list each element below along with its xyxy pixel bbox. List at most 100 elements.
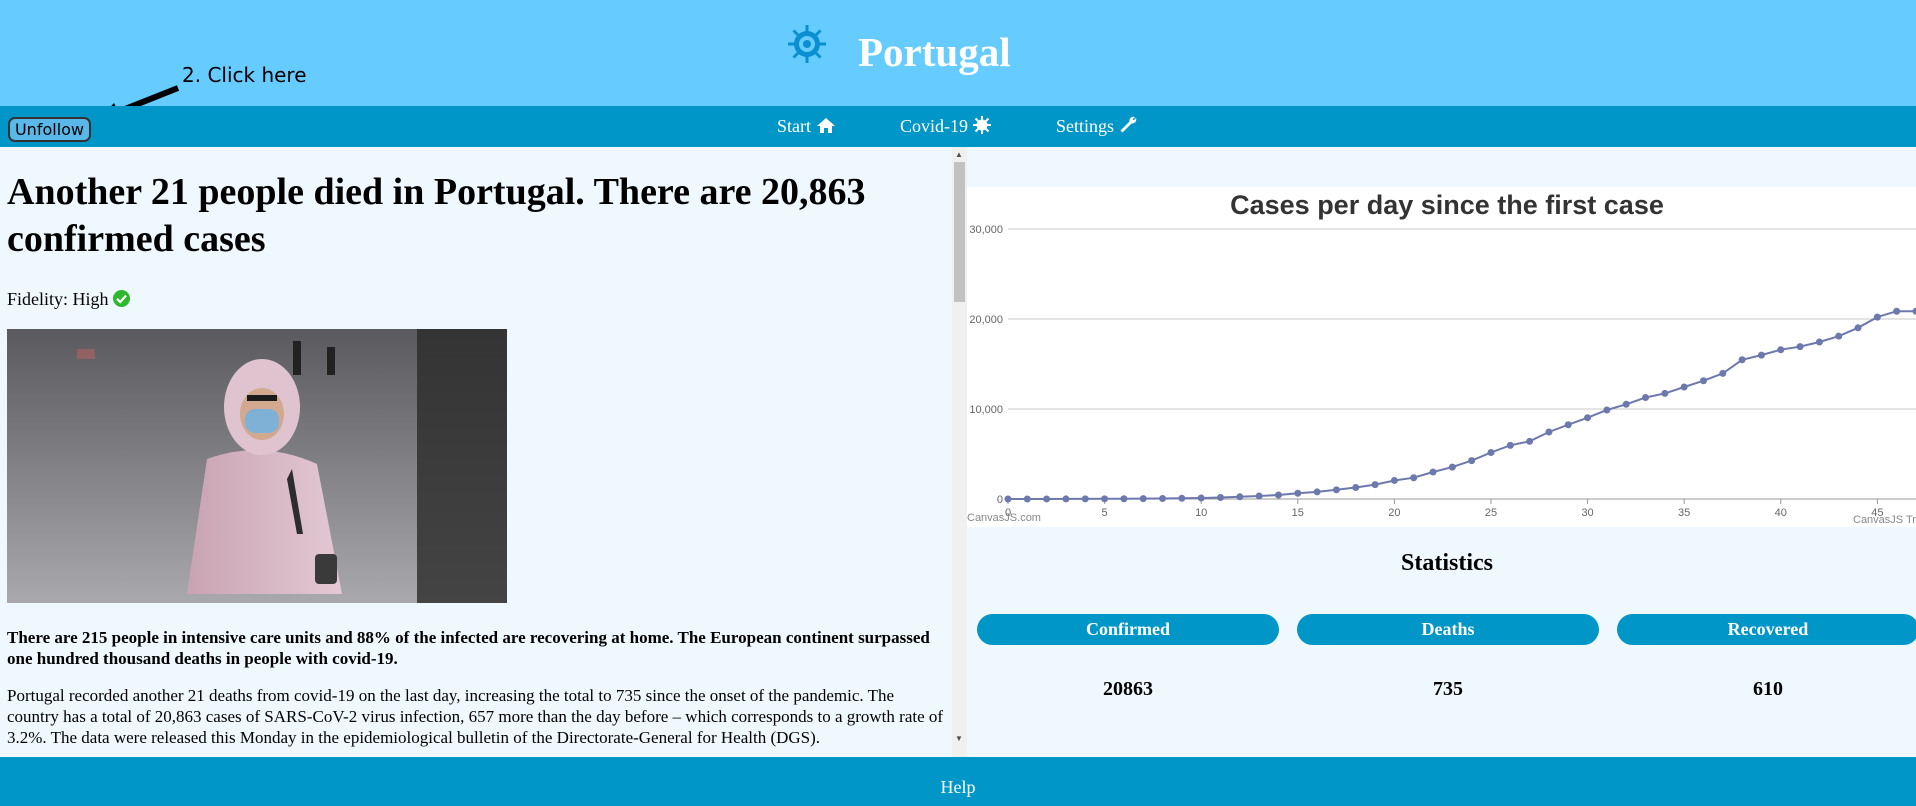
chart-point <box>1854 324 1862 332</box>
deaths-button[interactable]: Deaths <box>1297 614 1599 645</box>
chart-point <box>1448 463 1456 471</box>
article-body: Portugal recorded another 21 deaths from… <box>7 686 944 747</box>
nav-settings-label: Settings <box>1056 116 1115 136</box>
chart-point <box>1506 441 1514 449</box>
chart-point <box>1352 483 1360 491</box>
scroll-down-arrow-icon[interactable]: ▼ <box>955 734 963 743</box>
cases-chart: Cases per day since the first case 0 10,0… <box>967 187 1916 527</box>
confirmed-button[interactable]: Confirmed <box>977 614 1279 645</box>
chart-x-tick-label: 20 <box>1388 507 1400 519</box>
scroll-up-arrow-icon[interactable]: ▲ <box>955 150 963 159</box>
chart-x-tick-label: 15 <box>1292 507 1304 519</box>
chart-point <box>1545 428 1553 436</box>
chart-x-tick-label: 30 <box>1581 507 1593 519</box>
chart-point <box>1699 377 1707 385</box>
chart-point <box>1777 346 1785 354</box>
chart-x-tick-label: 25 <box>1485 507 1497 519</box>
chart-point <box>1893 307 1901 315</box>
virus-icon <box>973 116 992 134</box>
chart-point <box>1468 457 1476 465</box>
chart-point <box>1274 491 1282 499</box>
chart-y-tick-label: 20,000 <box>969 314 1003 326</box>
chart-point <box>1390 476 1398 484</box>
chart-y-tick-label: 0 <box>997 494 1003 506</box>
unfollow-button[interactable]: Unfollow <box>8 117 91 142</box>
chart-point <box>1159 494 1167 502</box>
home-icon <box>817 118 835 133</box>
chart-point <box>1062 495 1070 503</box>
nav-bar <box>0 106 1916 147</box>
help-link[interactable]: Help <box>940 777 976 797</box>
chart-point <box>1873 313 1881 321</box>
chart-point <box>1081 495 1089 503</box>
chart-trial-credit: CanvasJS Tr <box>1853 514 1916 526</box>
chart-x-tick-label: 5 <box>1102 507 1108 519</box>
check-circle-icon <box>112 290 130 307</box>
nav-settings[interactable]: Settings <box>1056 116 1137 137</box>
chart-point <box>1236 493 1244 501</box>
nav-start-label: Start <box>777 116 811 136</box>
chart-point <box>1757 351 1765 359</box>
chart-x-tick-label: 45 <box>1871 507 1883 519</box>
fidelity-indicator: Fidelity: High <box>7 289 130 310</box>
instruction-annotation: 2. Click here <box>182 63 307 87</box>
chart-point <box>1564 421 1572 429</box>
chart-point <box>1023 495 1031 503</box>
fidelity-label: Fidelity: High <box>7 289 109 309</box>
chart-point <box>1680 383 1688 391</box>
chart-point <box>1294 489 1302 497</box>
chart-point <box>1835 332 1843 340</box>
chart-point <box>1603 406 1611 414</box>
article-scrollbar[interactable]: ▲ ▼ <box>952 147 967 757</box>
chart-y-tick-label: 10,000 <box>969 404 1003 416</box>
chart-point <box>1120 495 1128 503</box>
chart-point <box>1197 494 1205 502</box>
chart-point <box>1410 474 1418 482</box>
chart-point <box>1139 495 1147 503</box>
chart-point <box>1815 338 1823 346</box>
nav-start[interactable]: Start <box>777 116 836 137</box>
chart-point <box>1255 492 1263 500</box>
chart-point <box>1622 400 1630 408</box>
chart-x-tick-label: 0 <box>1005 507 1011 519</box>
chart-point <box>1661 389 1669 397</box>
nav-covid-19[interactable]: Covid-19 <box>900 116 992 137</box>
article-headline: Another 21 people died in Portugal. Ther… <box>7 171 866 260</box>
chart-series-line <box>1008 310 1916 500</box>
article-panel[interactable]: Another 21 people died in Portugal. Ther… <box>0 147 952 757</box>
header <box>0 0 1916 106</box>
chart-point <box>1738 356 1746 364</box>
chart-credit: CanvasJS.com <box>967 512 1041 524</box>
chart-point <box>1371 481 1379 489</box>
chart-point <box>1332 486 1340 494</box>
wrench-icon <box>1120 116 1137 133</box>
recovered-button[interactable]: Recovered <box>1617 614 1916 645</box>
footer <box>0 757 1916 806</box>
chart-y-tick-label: 30,000 <box>969 224 1003 236</box>
chart-point <box>1487 448 1495 456</box>
chart-point <box>1912 307 1916 315</box>
scroll-thumb[interactable] <box>954 162 965 302</box>
chart-point <box>1043 495 1051 503</box>
chart-point <box>1526 437 1534 445</box>
nav-covid-label: Covid-19 <box>900 116 969 136</box>
deaths-value: 735 <box>1433 678 1463 700</box>
chart-point <box>1101 495 1109 503</box>
article-photo <box>7 329 507 603</box>
chart-point <box>1004 495 1012 503</box>
chart-point <box>1584 414 1592 422</box>
article-summary: There are 215 people in intensive care u… <box>7 628 930 668</box>
chart-x-tick-label: 40 <box>1775 507 1787 519</box>
chart-x-tick-label: 10 <box>1195 507 1207 519</box>
chart-point <box>1642 393 1650 401</box>
statistics-heading: Statistics <box>1401 550 1493 576</box>
chart-point <box>1796 343 1804 351</box>
recovered-value: 610 <box>1753 678 1783 700</box>
chart-title: Cases per day since the first case <box>1230 190 1664 220</box>
chart-point <box>1429 468 1437 476</box>
covid-logo-icon <box>788 25 826 63</box>
chart-x-tick-label: 35 <box>1678 507 1690 519</box>
chart-point <box>1719 369 1727 377</box>
chart-point <box>1313 488 1321 496</box>
chart-plot: 0 10,000 20,000 30,000 0 5 10 15 20 25 30 35 40 45 <box>969 224 1916 519</box>
